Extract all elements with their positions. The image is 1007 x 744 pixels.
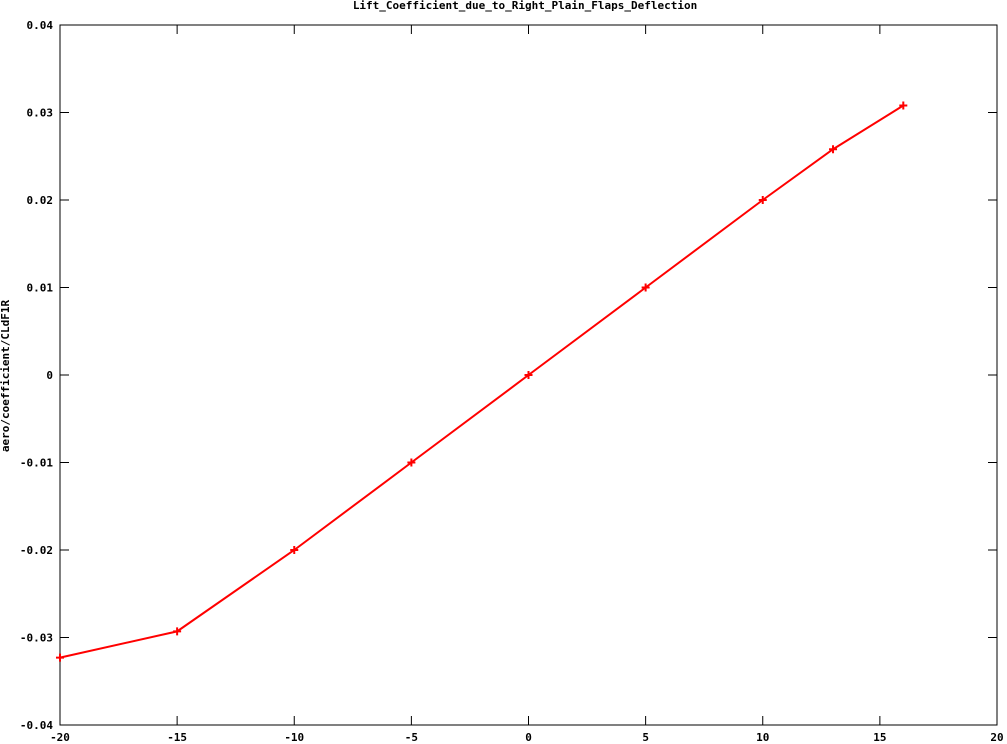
x-tick-label: -15 <box>167 731 187 744</box>
x-tick-label: 15 <box>873 731 886 744</box>
y-tick-label: 0.02 <box>27 194 54 207</box>
y-tick-label: 0 <box>46 369 53 382</box>
y-tick-label: -0.02 <box>20 544 53 557</box>
data-point-marker <box>829 145 838 154</box>
x-tick-label: -10 <box>284 731 304 744</box>
x-tick-label: 20 <box>990 731 1003 744</box>
data-point-marker <box>290 546 299 554</box>
data-point-marker <box>641 283 650 292</box>
data-point-marker <box>173 627 182 636</box>
y-tick-label: -0.03 <box>20 632 53 645</box>
x-tick-label: 10 <box>756 731 769 744</box>
y-tick-label: 0.04 <box>27 19 54 32</box>
ticks: -20 -15 -10 -5 0 5 10 15 20 -0.04 -0.03 -0.02 -0.01 0… <box>20 19 1004 744</box>
y-tick-label: 0.01 <box>27 282 54 295</box>
x-tick-label: -20 <box>50 731 70 744</box>
chart-title: Lift_Coefficient_due_to_Right_Plain_Flap… <box>353 0 697 12</box>
series-line <box>59 104 904 659</box>
x-tick-label: 0 <box>525 731 532 744</box>
y-tick-label: 0.03 <box>27 107 54 120</box>
data-point-marker <box>56 653 64 662</box>
x-tick-label: 5 <box>642 731 649 744</box>
data-point-marker <box>524 371 533 379</box>
x-tick-label: -5 <box>405 731 418 744</box>
y-tick-label: -0.04 <box>20 719 53 732</box>
y-tick-label: -0.01 <box>20 457 53 470</box>
series-group <box>56 101 908 662</box>
y-axis-label: aero/coefficient/CLdF1R <box>0 299 12 452</box>
data-point-marker <box>407 458 416 467</box>
data-point-marker <box>899 101 908 110</box>
data-point-marker <box>758 196 767 204</box>
